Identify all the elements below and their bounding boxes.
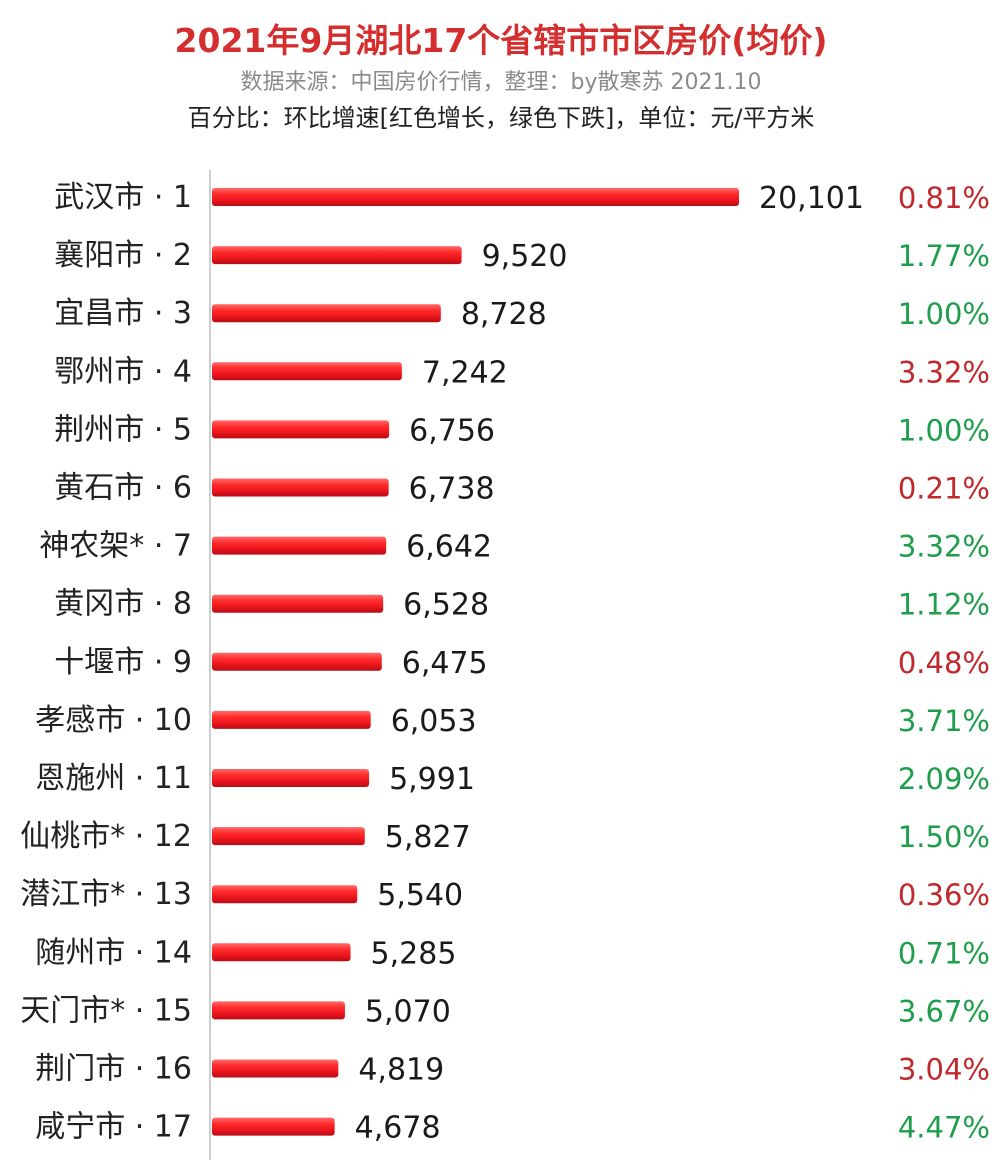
category-label: 宜昌市 · 3 (54, 296, 192, 331)
category-label: 神农架* · 7 (39, 529, 192, 564)
change-label: 1.00% (898, 413, 990, 447)
bar (212, 652, 382, 671)
bar (212, 478, 389, 497)
bar (212, 1001, 345, 1020)
category-label: 黄石市 · 6 (54, 471, 192, 506)
chart-note: 百分比：环比增速[红色增长，绿色下跌]，单位：元/平方米 (187, 104, 815, 132)
change-label: 0.21% (898, 472, 990, 506)
value-label: 5,827 (385, 820, 471, 855)
change-label: 1.50% (898, 820, 990, 854)
change-label: 2.09% (898, 762, 990, 796)
change-label: 0.81% (898, 181, 990, 215)
value-label: 7,242 (422, 355, 508, 390)
value-label: 5,991 (389, 762, 475, 797)
category-label: 随州市 · 14 (35, 935, 192, 970)
category-label: 黄冈市 · 8 (54, 587, 192, 622)
value-label: 9,520 (482, 239, 568, 274)
value-label: 6,642 (406, 530, 492, 565)
bar (212, 1059, 339, 1078)
value-label: 5,070 (365, 994, 451, 1029)
change-label: 3.32% (898, 530, 990, 564)
bar (212, 943, 351, 962)
bar (212, 362, 402, 381)
bar (212, 188, 739, 206)
bar (212, 885, 358, 904)
change-label: 3.32% (898, 355, 990, 389)
value-label: 6,475 (402, 646, 488, 681)
bar (212, 1117, 335, 1136)
change-label: 3.04% (898, 1053, 990, 1087)
bar (212, 304, 441, 323)
category-label: 恩施州 · 11 (35, 761, 192, 796)
change-label: 0.48% (898, 646, 990, 680)
bar (212, 710, 371, 729)
change-label: 3.71% (898, 704, 990, 738)
change-label: 0.36% (898, 878, 990, 912)
value-label: 6,756 (409, 413, 495, 448)
value-label: 4,819 (358, 1053, 444, 1088)
value-label: 5,540 (377, 878, 463, 913)
change-label: 3.67% (898, 994, 990, 1028)
category-label: 孝感市 · 10 (35, 703, 192, 738)
value-label: 8,728 (461, 297, 547, 332)
value-label: 4,678 (355, 1111, 441, 1146)
change-label: 1.12% (898, 588, 990, 622)
category-label: 武汉市 · 1 (54, 180, 192, 215)
category-label: 荆门市 · 16 (35, 1052, 192, 1087)
value-label: 5,285 (371, 936, 457, 971)
bar (212, 827, 365, 846)
bar (212, 536, 387, 555)
bar (212, 246, 462, 265)
change-label: 1.77% (898, 239, 990, 273)
chart-title: 2021年9月湖北17个省辖市市区房价(均价) (174, 21, 828, 60)
change-label: 0.71% (898, 936, 990, 970)
category-label: 潜江市* · 13 (20, 877, 192, 912)
value-label: 6,528 (403, 588, 489, 623)
category-label: 荆州市 · 5 (54, 412, 192, 447)
category-label: 天门市* · 15 (20, 993, 192, 1028)
category-label: 鄂州市 · 4 (54, 354, 192, 389)
change-label: 4.47% (898, 1111, 990, 1145)
value-label: 6,053 (391, 704, 477, 739)
bar (212, 420, 390, 439)
value-label: 20,101 (759, 181, 864, 216)
chart-source: 数据来源：中国房价行情，整理：by散寒苏 2021.10 (240, 70, 762, 95)
value-label: 6,738 (409, 472, 495, 507)
category-label: 襄阳市 · 2 (54, 238, 192, 273)
bar (212, 769, 370, 787)
category-label: 十堰市 · 9 (54, 645, 192, 680)
category-label: 咸宁市 · 17 (35, 1110, 192, 1145)
change-label: 1.00% (898, 297, 990, 331)
bar (212, 594, 384, 613)
category-label: 仙桃市* · 12 (20, 819, 192, 854)
